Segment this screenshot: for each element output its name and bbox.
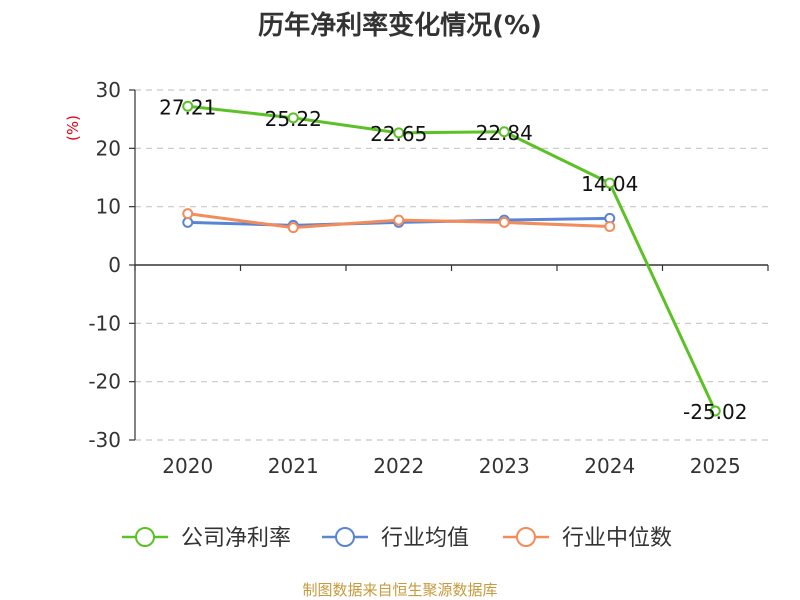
data-point[interactable] — [393, 214, 405, 226]
x-tick-label: 2024 — [584, 454, 635, 478]
axes: 30 20 10 0 -10 -20 -30 2020 2021 2022 2023 2024 2025… — [64, 78, 769, 478]
y-tick-label: 10 — [96, 195, 121, 219]
legend-label: 公司净利率 — [181, 526, 291, 551]
y-tick-label: 30 — [96, 78, 121, 102]
data-point[interactable] — [182, 216, 194, 228]
data-label: 27.21 — [159, 95, 216, 119]
y-tick-label: 20 — [96, 136, 121, 160]
x-tick-label: 2025 — [690, 454, 741, 478]
series-lines — [182, 100, 721, 417]
data-point[interactable] — [287, 112, 299, 124]
data-label: 22.65 — [370, 122, 427, 146]
x-tick-label: 2020 — [162, 454, 213, 478]
data-point[interactable] — [709, 405, 721, 417]
legend-marker — [135, 527, 155, 547]
legend-item-1[interactable]: 行业均值 — [322, 526, 469, 551]
x-tick-label: 2022 — [373, 454, 424, 478]
y-axis-label: (%) — [64, 115, 82, 141]
data-label: 22.84 — [476, 121, 533, 145]
data-label: 25.22 — [265, 107, 322, 131]
legend-marker — [516, 527, 536, 547]
chart-title: 历年净利率变化情况(%) — [258, 10, 542, 41]
y-tick-label: -20 — [88, 370, 121, 394]
data-point[interactable] — [604, 221, 616, 232]
y-tick-label: 0 — [108, 253, 121, 277]
data-label: 14.04 — [581, 172, 638, 196]
data-point[interactable] — [393, 127, 405, 139]
legend-label: 行业中位数 — [562, 526, 672, 551]
data-label: -25.02 — [683, 400, 747, 424]
y-tick-label: -10 — [88, 311, 121, 335]
data-point[interactable] — [498, 216, 510, 228]
legend-item-2[interactable]: 行业中位数 — [503, 526, 672, 551]
x-tick-label: 2023 — [479, 454, 530, 478]
x-tick-label: 2021 — [268, 454, 319, 478]
data-point[interactable] — [182, 208, 194, 220]
data-point[interactable] — [182, 100, 194, 112]
data-labels: 27.21 25.22 22.65 22.84 14.04 -25.02 — [159, 95, 747, 424]
data-point[interactable] — [287, 222, 299, 234]
data-point[interactable] — [604, 177, 616, 189]
legend-marker — [335, 527, 355, 547]
legend-item-0[interactable]: 公司净利率 — [122, 526, 291, 551]
data-point[interactable] — [498, 126, 510, 138]
source-note: 制图数据来自恒生聚源数据库 — [302, 581, 497, 599]
y-tick-label: -30 — [88, 428, 121, 452]
legend-label: 行业均值 — [381, 526, 469, 551]
series-line-0 — [187, 104, 717, 412]
legend[interactable]: 公司净利率 行业均值 行业中位数 — [122, 526, 672, 551]
